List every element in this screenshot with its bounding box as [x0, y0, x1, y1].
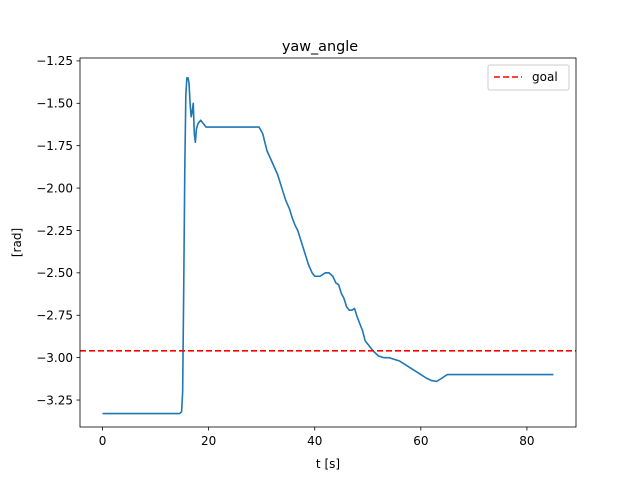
y-axis: −3.25 −3.00 −2.75 −2.50 −2.25 −2.00 −1.75 −1.50… [36, 54, 80, 407]
x-axis: 0 20 40 60 80 [99, 427, 535, 448]
yaw-angle-series-line [102, 77, 554, 415]
y-tick-label: −1.25 [36, 54, 73, 68]
y-tick-label: −2.50 [36, 266, 73, 280]
legend-goal-label: goal [532, 70, 558, 84]
legend: goal [487, 64, 570, 91]
x-axis-label: t [s] [316, 457, 340, 471]
y-tick-label: −1.50 [36, 97, 73, 111]
series-layer [80, 77, 576, 415]
legend-box [487, 64, 570, 91]
y-tick-label: −3.00 [36, 351, 73, 365]
x-tick-label: 80 [519, 434, 534, 448]
plot-frame [79, 57, 577, 428]
x-tick-label: 60 [413, 434, 428, 448]
y-axis-label: [rad] [10, 228, 24, 257]
plot-area [79, 57, 577, 428]
y-tick-label: −1.75 [36, 139, 73, 153]
x-tick-label: 0 [99, 434, 107, 448]
y-tick-label: −3.25 [36, 393, 73, 407]
y-tick-label: −2.25 [36, 224, 73, 238]
y-tick-label: −2.00 [36, 181, 73, 195]
chart-title: yaw_angle [282, 39, 358, 55]
x-tick-label: 40 [307, 434, 322, 448]
y-tick-label: −2.75 [36, 309, 73, 323]
x-tick-label: 20 [201, 434, 216, 448]
